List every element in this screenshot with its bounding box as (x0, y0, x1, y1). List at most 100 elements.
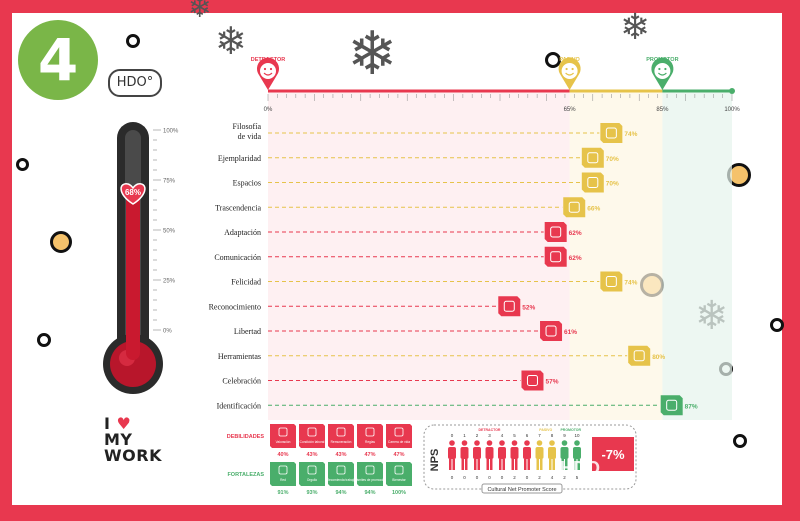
factor-name: Recomienda trabajo (327, 478, 356, 482)
dimension-label: Trascendencia (215, 203, 261, 212)
dimension-icon (526, 375, 538, 386)
dimension-row: Espacios 70% (233, 172, 619, 193)
factor-name: Red (280, 478, 286, 482)
nps-count-label: 5 (576, 475, 579, 480)
dimension-row: Celebración 57% (222, 370, 559, 391)
factor-name: Orgullo (307, 478, 318, 482)
decorative-dot (50, 231, 72, 253)
step-number-badge: 4 (18, 20, 98, 100)
nps-scale-label: 9 (563, 433, 566, 438)
promoter-zone (662, 92, 732, 420)
nps-scale-label: 6 (526, 433, 529, 438)
decorative-ring (770, 318, 784, 332)
dimension-value-marker (600, 271, 623, 292)
factor-value: 93% (306, 490, 317, 496)
dimension-value-label: 87% (685, 403, 698, 410)
nps-watermark: HDO (560, 458, 600, 478)
dimension-value-marker (540, 321, 563, 341)
dimension-label: Felicidad (231, 278, 261, 287)
decorative-ring (16, 158, 29, 171)
nps-count-label: 0 (463, 475, 466, 480)
thermometer-tick-label: 25% (163, 279, 176, 285)
dimension-value-label: 62% (569, 255, 582, 262)
person-icon (448, 440, 456, 470)
person-icon (535, 440, 544, 470)
person-icon (510, 440, 519, 470)
nps-scale-label: 0 (451, 433, 454, 438)
person-icon (498, 440, 506, 470)
dimension-label: Herramientas (218, 352, 261, 361)
nps-count-label: 2 (513, 475, 516, 480)
dimension-value-label: 74% (624, 131, 637, 138)
dimension-label: Espacios (233, 179, 261, 188)
factor-value: 91% (277, 490, 288, 496)
factor-name: Condición laboral (300, 440, 325, 444)
dimension-value-marker (660, 395, 683, 416)
dimension-value-label: 70% (606, 156, 619, 163)
group-label: FORTALEZAS (227, 472, 264, 478)
dimension-row: Identificación 87% (217, 395, 698, 416)
heart-icon: ♥ (116, 414, 132, 433)
thermometer-value-label: 68% (125, 188, 141, 197)
nps-scale-label: 7 (538, 433, 541, 438)
dimension-row: Trascendencia 66% (215, 197, 600, 218)
scale-marker-detractor: DETRACTOR (251, 57, 285, 90)
dimension-row: Ejemplaridad 70% (218, 147, 619, 168)
nps-score-box (592, 437, 634, 471)
nps-group-label: PASIVO (539, 428, 552, 432)
factor-name: Bienestar (392, 478, 406, 482)
nps-group-label: DETRACTOR (479, 428, 501, 432)
snowflake-icon: ❄ (620, 7, 651, 48)
scale-marker-label: PASIVO (559, 57, 580, 63)
decorative-ring (126, 34, 140, 48)
dimension-row: Felicidad 74% (231, 271, 638, 292)
person-icon (573, 440, 581, 470)
person-icon (548, 440, 556, 470)
dimension-row: Herramientas 80% (218, 345, 665, 366)
dimension-value-label: 61% (564, 329, 577, 336)
nps-title: NPS (429, 449, 441, 472)
dimension-icon (568, 201, 580, 213)
logo-line1: I (104, 414, 111, 433)
factor-value: 43% (306, 452, 317, 458)
factor-name: Reglas (365, 440, 375, 444)
factor-value: 100% (392, 490, 406, 496)
scale-marker-promotor: PROMOTOR (646, 57, 679, 90)
dimension-label: Ejemplaridad (218, 154, 261, 163)
dimension-icon (633, 350, 645, 362)
dimension-icon (550, 226, 562, 238)
decorative-ring (37, 333, 51, 347)
nps-count-label: 0 (501, 475, 504, 480)
nps-count-label: 0 (526, 475, 529, 480)
dimension-label: Reconocimiento (209, 302, 261, 311)
decorative-ring (545, 52, 561, 68)
dimension-value-marker (628, 345, 651, 366)
nps-scale-label: 2 (476, 433, 479, 438)
dimension-icon (605, 127, 617, 139)
person-icon (560, 440, 569, 470)
nps-count-label: 2 (538, 475, 541, 480)
dimension-value-marker (581, 172, 604, 193)
factor-value: 43% (335, 452, 346, 458)
nps-count-label: 4 (551, 475, 554, 480)
dimension-value-label: 62% (569, 230, 582, 237)
scale-tick-label: 65% (564, 107, 577, 113)
i-love-my-work-logo: I ♥ MY WORK (104, 416, 162, 464)
factor-name: Carrera de vida (388, 440, 410, 444)
scale-tick-label: 100% (724, 107, 740, 113)
nps-count-label: 2 (563, 475, 566, 480)
person-icon (473, 440, 481, 470)
detractor-zone (268, 92, 570, 420)
nps-caption: Cultural Net Promoter Score (487, 487, 556, 493)
dimension-icon (587, 177, 599, 188)
logo-line2: MY (104, 430, 133, 449)
factor-name: Remuneración (331, 440, 352, 444)
scale-tick-label: 0% (264, 107, 273, 113)
dimension-label: Libertad (234, 327, 261, 336)
nps-scale-label: 4 (501, 433, 504, 438)
person-icon (460, 440, 469, 470)
dimension-icon (666, 399, 678, 411)
dimension-icon (605, 276, 617, 287)
